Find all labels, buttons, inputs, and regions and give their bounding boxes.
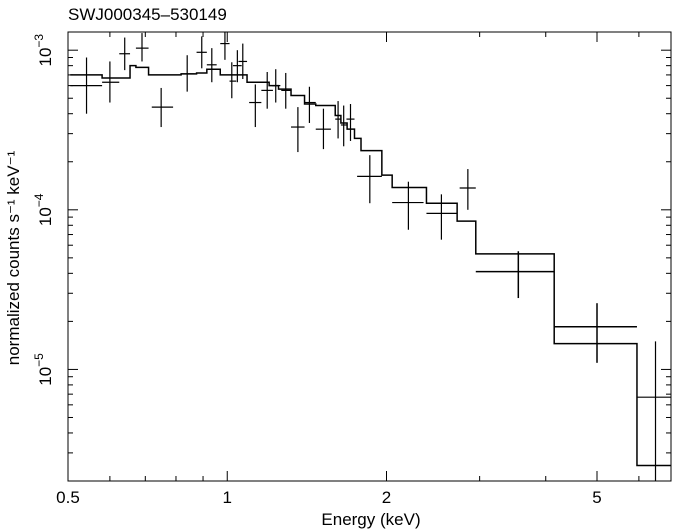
data-error-bars bbox=[70, 32, 671, 481]
y-tick-exponent: −3 bbox=[32, 34, 46, 48]
data-point bbox=[151, 87, 174, 128]
x-tick-label: 2 bbox=[382, 488, 391, 507]
axis-ticks bbox=[67, 32, 671, 481]
data-point bbox=[426, 194, 458, 240]
y-tick-label: 10−3 bbox=[32, 34, 55, 67]
y-tick-labels: 10−310−410−5 bbox=[32, 34, 55, 386]
data-point bbox=[357, 155, 382, 204]
data-point bbox=[281, 72, 292, 109]
x-tick-label: 1 bbox=[223, 488, 232, 507]
data-point bbox=[232, 50, 242, 83]
data-point bbox=[181, 55, 195, 92]
data-point bbox=[340, 105, 348, 147]
data-point bbox=[70, 57, 103, 114]
x-tick-label: 5 bbox=[592, 488, 601, 507]
data-point bbox=[304, 86, 316, 123]
data-point bbox=[291, 107, 305, 153]
data-point bbox=[249, 84, 262, 128]
chart-title: SWJ000345–530149 bbox=[68, 5, 227, 24]
y-tick-exponent: −4 bbox=[32, 193, 46, 207]
y-tick-label: 10−5 bbox=[32, 353, 55, 386]
data-point bbox=[335, 101, 341, 139]
data-point bbox=[459, 169, 476, 210]
x-axis-label: Energy (keV) bbox=[321, 510, 421, 529]
x-tick-label: 0.5 bbox=[56, 488, 80, 507]
model-line bbox=[70, 64, 671, 467]
data-point bbox=[102, 61, 120, 103]
data-point bbox=[135, 33, 149, 62]
data-point bbox=[261, 72, 273, 109]
plot-frame bbox=[67, 31, 672, 482]
y-tick-base: 10 bbox=[36, 48, 55, 67]
data-point bbox=[392, 181, 424, 230]
data-point bbox=[229, 62, 237, 99]
data-point bbox=[554, 303, 637, 363]
data-point bbox=[238, 43, 248, 79]
y-tick-base: 10 bbox=[36, 367, 55, 386]
data-point bbox=[196, 36, 207, 69]
x-tick-labels: 0.5 1 2 5 bbox=[56, 488, 602, 507]
data-point bbox=[271, 69, 281, 103]
data-point bbox=[119, 37, 131, 71]
data-point bbox=[315, 108, 331, 150]
y-tick-exponent: −5 bbox=[32, 353, 46, 367]
y-tick-label: 10−4 bbox=[32, 193, 55, 226]
model-step-line bbox=[70, 64, 671, 467]
data-point bbox=[346, 104, 355, 141]
data-point bbox=[206, 48, 217, 83]
data-point bbox=[220, 32, 230, 60]
data-point bbox=[636, 341, 671, 481]
y-tick-base: 10 bbox=[36, 207, 55, 226]
data-point bbox=[475, 251, 555, 299]
